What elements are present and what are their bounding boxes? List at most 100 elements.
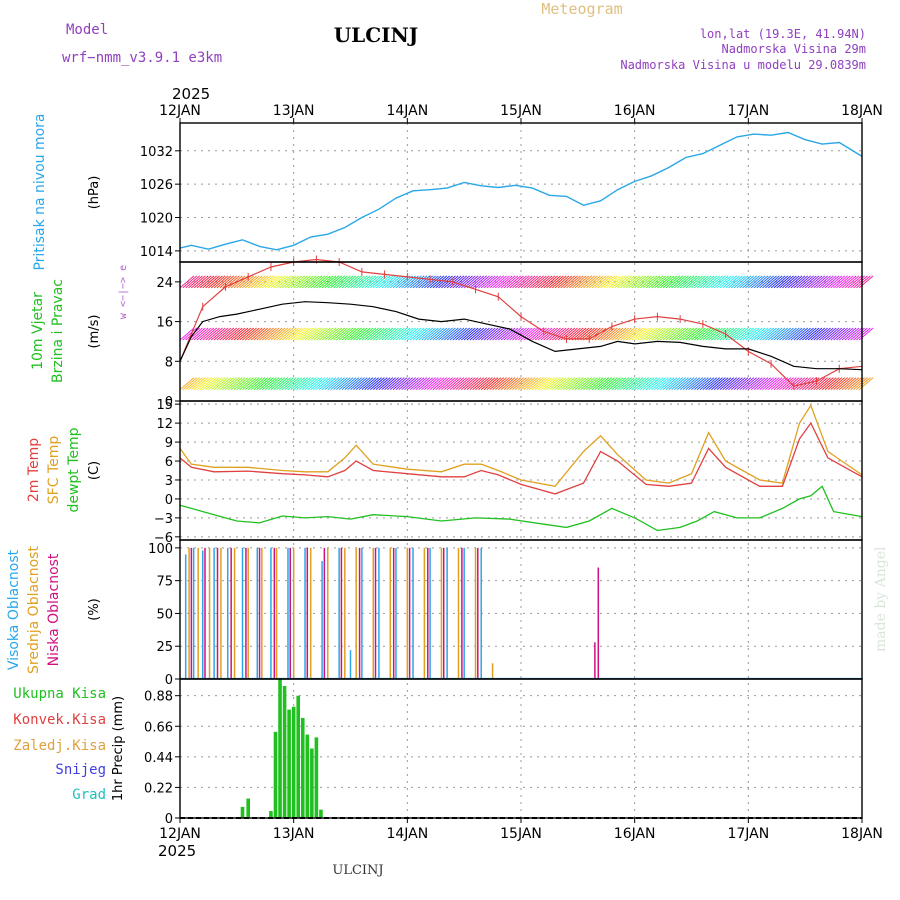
wind-barb-1-225 <box>819 327 834 341</box>
wind-barb-2-45 <box>307 377 323 391</box>
wind-barb-0-213 <box>784 275 800 289</box>
wind-barb-2-120 <box>520 377 536 391</box>
wind-barb-1-197 <box>739 327 755 341</box>
temperature-ytick-7: 15 <box>156 398 173 413</box>
wind-barb-0-71 <box>381 275 397 289</box>
wind-barb-0-191 <box>722 275 738 289</box>
wind-barb-2-60 <box>350 377 365 391</box>
wind-barb-2-144 <box>588 377 604 391</box>
wind-barb-0-163 <box>642 275 658 289</box>
wind-barb-0-51 <box>324 275 340 289</box>
wind-barb-1-23 <box>245 327 260 341</box>
wind-barb-1-27 <box>256 327 272 341</box>
wind-barb-0-106 <box>480 275 496 289</box>
wind-barb-2-214 <box>787 377 803 391</box>
model-name: wrf−nmm_v3.9.1 e3km <box>62 50 222 66</box>
wind-barb-1-106 <box>480 327 496 341</box>
wind-barb-0-136 <box>566 275 581 289</box>
wind-barb-0-20 <box>236 275 252 289</box>
wind-barb-0-62 <box>355 275 371 289</box>
wind-barb-2-37 <box>284 377 300 391</box>
wind-barb-2-2 <box>185 377 201 391</box>
wind-barb-0-159 <box>631 275 647 289</box>
wind-barb-2-194 <box>730 377 746 391</box>
wind-barb-1-151 <box>608 327 624 341</box>
sfc-temp-line <box>179 403 863 488</box>
wind-barb-1-163 <box>642 327 658 341</box>
wind-barb-2-227 <box>824 377 840 391</box>
wind-barb-1-218 <box>799 327 814 341</box>
wind-barb-1-171 <box>665 327 681 341</box>
wind-barb-2-92 <box>441 377 456 391</box>
wind-barb-0-162 <box>640 275 655 289</box>
wind-label-2: Brzina i Pravac <box>50 279 66 383</box>
wind-barb-2-70 <box>378 377 394 391</box>
wind-barb-0-217 <box>796 275 811 289</box>
wind-barb-0-168 <box>657 275 672 289</box>
wind-barb-0-141 <box>580 275 596 289</box>
temperature-unit: (C) <box>87 461 102 480</box>
precip-label-3: Snijeg <box>55 762 106 778</box>
wind-barb-2-155 <box>620 377 635 391</box>
cloud-label-1: Srednja Oblacnost <box>26 546 42 674</box>
wind-barb-2-1 <box>182 377 198 391</box>
wind-barb-1-15 <box>222 327 237 341</box>
wind-barb-0-54 <box>333 275 348 289</box>
wind-barb-1-208 <box>770 327 786 341</box>
wind-barb-1-69 <box>375 327 391 341</box>
wind-barb-0-202 <box>753 275 769 289</box>
wind-barb-0-134 <box>560 275 576 289</box>
precip-bar-3 <box>273 731 278 818</box>
wind-barb-2-201 <box>750 377 766 391</box>
wind-barb-1-118 <box>514 327 530 341</box>
wind-barb-2-31 <box>267 377 283 391</box>
wind-barb-1-141 <box>580 327 596 341</box>
wind-barb-2-128 <box>543 377 559 391</box>
wind-barb-1-74 <box>389 327 405 341</box>
wind-barb-2-81 <box>409 377 425 391</box>
wind-barb-0-118 <box>514 275 530 289</box>
wind-barb-2-202 <box>753 377 769 391</box>
wind-barb-0-32 <box>270 275 286 289</box>
wind-barb-0-39 <box>290 275 306 289</box>
wind-barb-0-112 <box>497 275 513 289</box>
wind-barb-1-195 <box>733 327 749 341</box>
wind-barb-0-211 <box>779 275 794 289</box>
wind-barb-0-103 <box>472 275 488 289</box>
wind-barb-2-230 <box>833 377 848 391</box>
wind-barb-0-104 <box>475 275 490 289</box>
wind-barb-2-12 <box>213 377 229 391</box>
wind-barb-1-164 <box>645 327 661 341</box>
pressure-line <box>179 131 863 251</box>
wind-barb-0-4 <box>191 275 206 289</box>
wind-barb-2-29 <box>262 377 277 391</box>
wind-barb-2-110 <box>492 377 507 391</box>
precip-bar-10 <box>305 734 310 818</box>
wind-barb-1-148 <box>600 327 615 341</box>
pressure-label: Pritisak na nivou mora <box>32 113 48 270</box>
wind-barb-1-112 <box>497 327 513 341</box>
wind-barb-1-99 <box>460 327 476 341</box>
wind-barb-2-41 <box>296 377 311 391</box>
wind-barb-1-174 <box>674 327 689 341</box>
wind-barb-2-138 <box>571 377 587 391</box>
wind-barb-1-150 <box>605 327 621 341</box>
wind-barb-1-223 <box>813 327 829 341</box>
wind-barb-1-142 <box>583 327 598 341</box>
wind-barb-1-156 <box>622 327 638 341</box>
station-title: ULCINJ <box>334 23 419 47</box>
wind-barb-1-124 <box>532 327 547 341</box>
wind-barb-1-135 <box>563 327 578 341</box>
wind-barb-0-131 <box>551 275 567 289</box>
wind-barb-2-139 <box>574 377 590 391</box>
wind-barb-2-174 <box>674 377 689 391</box>
wind-barb-2-145 <box>591 377 607 391</box>
temperature-ytick-4: 6 <box>165 455 173 470</box>
wind-barb-2-86 <box>424 377 439 391</box>
xtick-bottom-5: 17JAN <box>727 826 769 842</box>
wind-barb-1-89 <box>432 327 448 341</box>
precip-bar-8 <box>296 695 301 818</box>
wind-barb-0-230 <box>833 275 848 289</box>
wind-barb-1-224 <box>816 327 831 341</box>
wind-barb-2-103 <box>472 377 488 391</box>
